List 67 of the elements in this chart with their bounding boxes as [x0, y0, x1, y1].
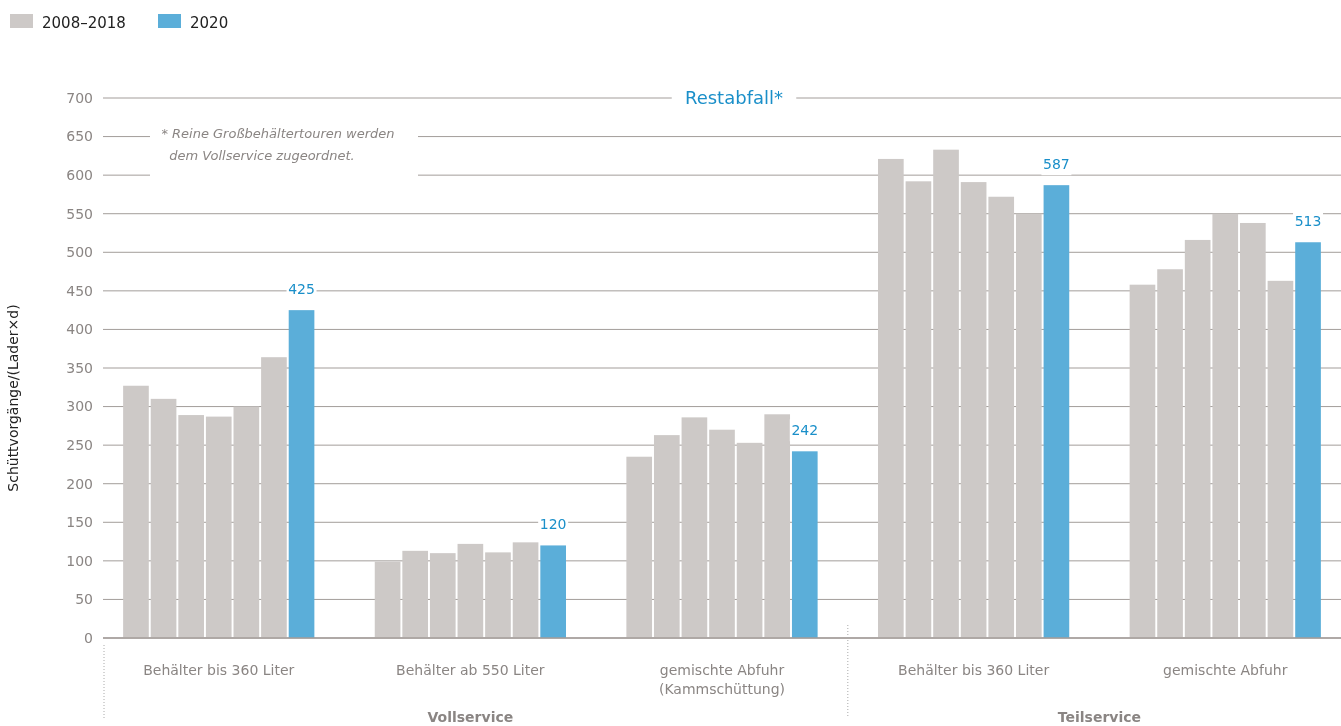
y-tick-label: 50	[75, 591, 93, 608]
y-tick-label: 600	[66, 167, 93, 184]
y-tick-label: 0	[84, 629, 93, 646]
bar	[457, 543, 484, 638]
y-tick-label: 500	[66, 244, 93, 261]
bar	[1212, 213, 1239, 638]
y-tick-label: 100	[66, 552, 93, 569]
bar	[1240, 222, 1266, 638]
bar	[988, 196, 1015, 638]
bar	[374, 561, 401, 638]
bar	[764, 414, 791, 638]
y-tick-label: 250	[66, 437, 93, 454]
text: Teilservice	[1057, 709, 1142, 725]
x-tick-label: Behälter bis 360 Liter	[898, 662, 1050, 678]
bar	[653, 435, 680, 638]
data-label: 513	[1294, 213, 1322, 230]
bar	[878, 158, 904, 638]
bar	[681, 417, 708, 638]
bar	[233, 406, 260, 638]
bar	[178, 415, 204, 638]
y-tick-label: 700	[66, 89, 93, 106]
data-label: 120	[539, 516, 567, 533]
bar	[1043, 185, 1070, 638]
x-tick-label: Behälter bis 360 Liter	[143, 662, 295, 678]
data-label: 587	[1043, 156, 1070, 173]
y-tick-label: 400	[66, 321, 93, 338]
bar	[261, 357, 287, 638]
bar	[960, 182, 987, 638]
bar	[205, 416, 232, 638]
bar	[512, 542, 539, 638]
data-label: 242	[791, 422, 819, 439]
bar	[402, 550, 429, 638]
bar	[288, 310, 315, 638]
chart-title: Restabfall*	[684, 87, 784, 109]
bar	[1015, 213, 1042, 638]
bar	[736, 442, 763, 638]
bar	[485, 552, 511, 638]
legend-label: 2020	[190, 14, 229, 33]
y-tick-label: 450	[66, 282, 93, 299]
bar	[123, 385, 149, 638]
bar	[1157, 269, 1183, 638]
bar	[933, 149, 959, 638]
legend-label: 2008–2018	[42, 14, 126, 33]
bar	[1129, 284, 1156, 638]
x-tick-label: gemischte Abfuhr (Kammschüttung)	[658, 662, 786, 697]
bar	[905, 181, 932, 638]
y-axis-title: Schüttvorgänge/(Lader×d)	[5, 304, 21, 492]
y-tick-label: 150	[66, 514, 93, 531]
y-tick-label: 350	[66, 359, 93, 376]
bar	[150, 398, 177, 638]
y-tick-label: 650	[66, 128, 93, 145]
bar	[540, 545, 566, 638]
x-tick-label: gemischte Abfuhr	[1163, 662, 1288, 678]
x-tick-label: Behälter ab 550 Liter	[396, 662, 545, 678]
bar	[1184, 239, 1211, 638]
bar	[626, 456, 653, 638]
y-tick-label: 550	[66, 205, 93, 222]
annotation: * Reine Großbehältertouren werden dem Vollservice zugeordnet.	[161, 126, 395, 163]
bar	[709, 429, 735, 638]
text: Vollservice	[427, 709, 514, 725]
bar	[429, 553, 456, 638]
bar	[791, 451, 818, 638]
data-label: 425	[288, 281, 315, 298]
bar	[1267, 280, 1294, 638]
y-tick-label: 300	[66, 398, 93, 415]
y-tick-label: 200	[66, 475, 93, 492]
bar	[1295, 242, 1321, 638]
